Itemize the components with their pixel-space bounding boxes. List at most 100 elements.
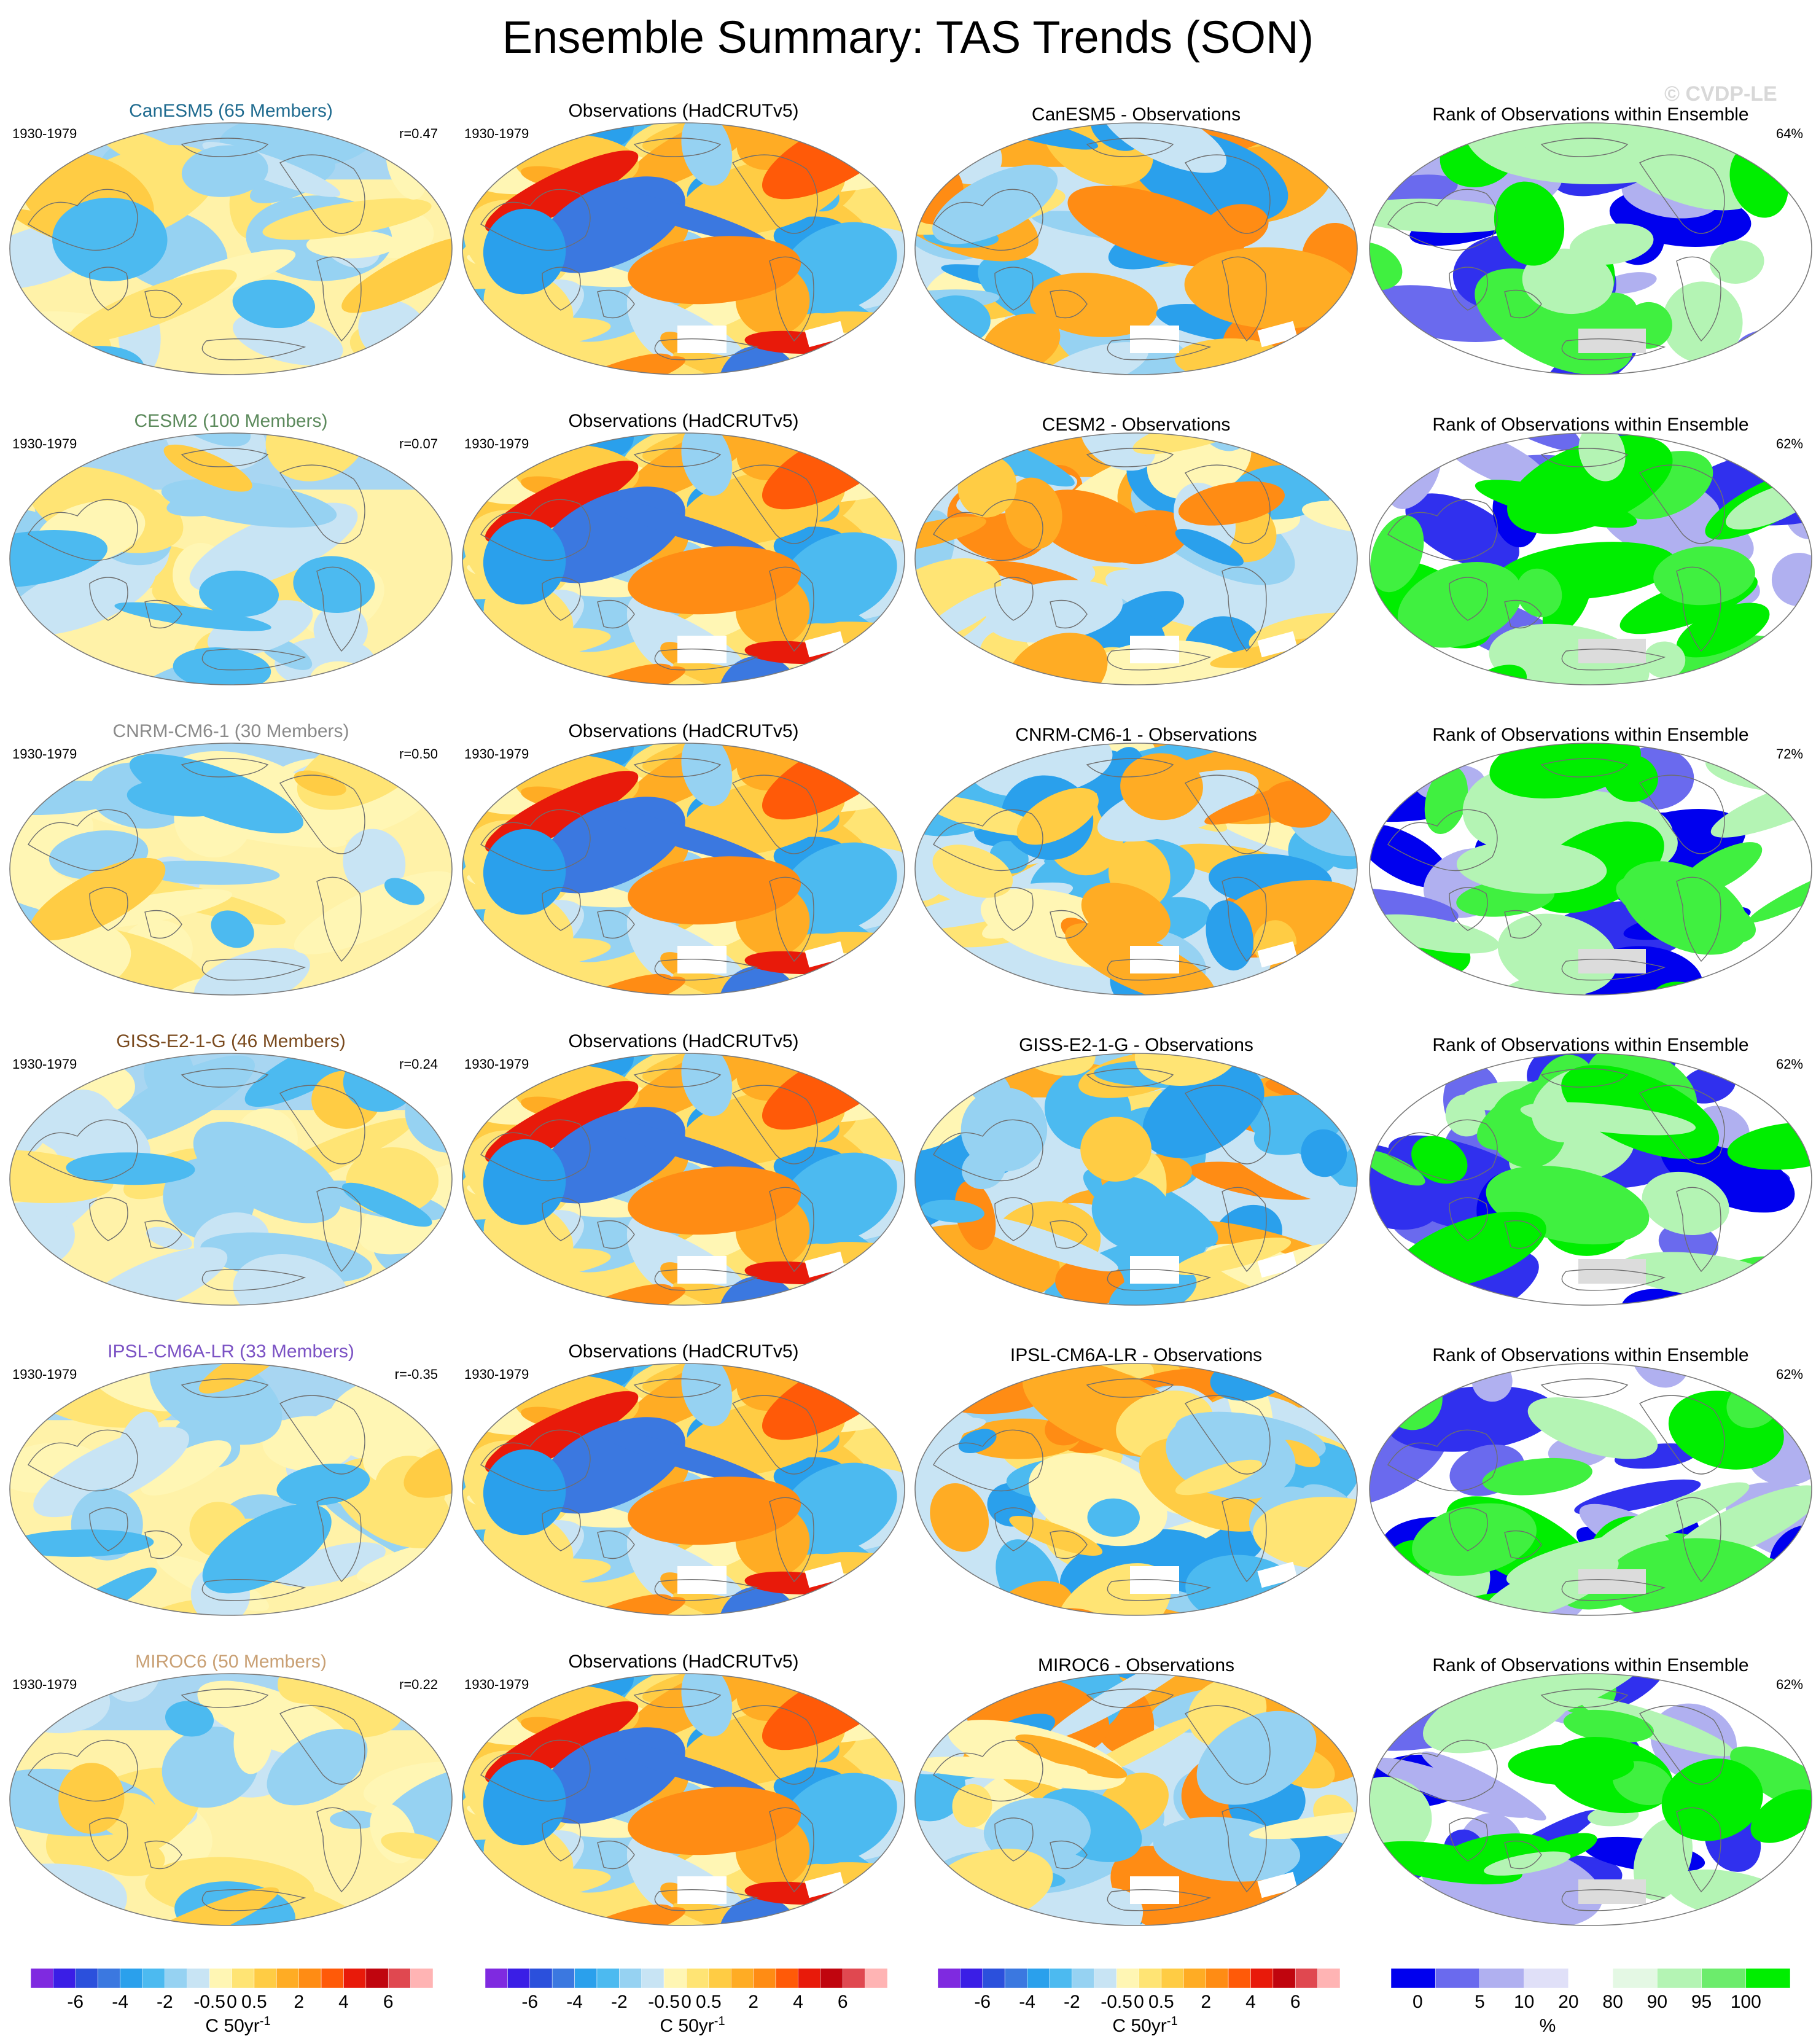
colorbar-tick-label: -4 (112, 1992, 128, 2012)
colorbar-swatch (209, 1968, 232, 1989)
rank-title: Rank of Observations within Ensemble (1432, 1655, 1749, 1675)
colorbar-swatch (276, 1968, 299, 1989)
obs-title: Observations (HadCRUTv5) (568, 1652, 799, 1672)
colorbar-tick-label: 4 (1245, 1992, 1256, 2012)
rank-title: Rank of Observations within Ensemble (1432, 1035, 1749, 1055)
colorbar-swatch (820, 1968, 843, 1989)
difference-title: MIROC6 - Observations (1037, 1655, 1235, 1675)
model-title: CNRM-CM6-1 (30 Members) (112, 721, 349, 741)
colorbar-units: C 50yr-1 (660, 2015, 725, 2036)
colorbar-swatch (298, 1968, 322, 1989)
colorbar-tick-label: 6 (1290, 1992, 1301, 2012)
observations-trend-map (462, 743, 905, 996)
colorbar-tick-label: 6 (383, 1992, 394, 2012)
observations-trend-map (462, 1673, 905, 1926)
colorbar-swatch (507, 1968, 531, 1989)
colorbar-tick-label: -2 (156, 1992, 173, 2012)
colorbar-tick-label: 20 (1558, 1992, 1579, 2012)
colorbar-tick-label: -0.5 (648, 1992, 680, 2012)
rank-percent: 64% (1775, 126, 1803, 141)
period-label: 1930-1979 (464, 1367, 529, 1382)
colorbar-swatch (1049, 1968, 1072, 1989)
colorbar-swatch (365, 1968, 389, 1989)
obs-title: Observations (HadCRUTv5) (568, 1031, 799, 1051)
colorbar-tick-label: 0.5 (241, 1992, 267, 2012)
rank-percent: 62% (1775, 1056, 1803, 1072)
observations-trend-map (462, 1053, 905, 1306)
colorbar-tick-label: -0.5 (193, 1992, 225, 2012)
difference-map (914, 432, 1358, 685)
period-label: 1930-1979 (464, 126, 529, 141)
observations-trend-map (462, 122, 905, 375)
colorbar-swatch (842, 1968, 865, 1989)
difference-map (914, 1053, 1358, 1306)
colorbar-tick-label: 2 (1201, 1992, 1211, 2012)
trend-colorbar-3 (937, 1968, 1341, 1989)
colorbar-swatch (485, 1968, 508, 1989)
period-label: 1930-1979 (464, 436, 529, 451)
colorbar-tick-label: -2 (1063, 1992, 1080, 2012)
colorbar-swatch (982, 1968, 1005, 1989)
page-title: Ensemble Summary: TAS Trends (SON) (502, 12, 1314, 63)
model-title: IPSL-CM6A-LR (33 Members) (107, 1341, 354, 1362)
colorbar-swatch (865, 1968, 888, 1989)
colorbar-swatch (1657, 1968, 1702, 1989)
rank-title: Rank of Observations within Ensemble (1432, 415, 1749, 435)
colorbar-swatch (731, 1968, 754, 1989)
colorbar-swatch (798, 1968, 821, 1989)
colorbar-swatch (53, 1968, 76, 1989)
colorbar-swatch (165, 1968, 187, 1989)
colorbar-tick-label: 0 (227, 1992, 237, 2012)
colorbar-swatch (343, 1968, 367, 1989)
model-title: CESM2 (100 Members) (134, 411, 328, 431)
colorbar-tick-label: 2 (294, 1992, 304, 2012)
period-label: 1930-1979 (12, 1367, 77, 1382)
colorbar-tick-label: 95 (1691, 1992, 1712, 2012)
colorbar-tick-label: -2 (610, 1992, 628, 2012)
colorbar-swatch (551, 1968, 575, 1989)
difference-title: CanESM5 - Observations (1031, 104, 1241, 125)
rank-percent: 72% (1775, 746, 1803, 762)
colorbar-swatch (775, 1968, 798, 1989)
rank-map (1369, 1053, 1812, 1306)
colorbar-tick-label: 4 (338, 1992, 349, 2012)
difference-title: CNRM-CM6-1 - Observations (1015, 725, 1257, 745)
rank-percent: 62% (1775, 436, 1803, 451)
pattern-correlation: r=0.07 (399, 436, 438, 451)
colorbar-swatch (1435, 1968, 1480, 1989)
pattern-correlation: r=0.47 (399, 126, 438, 141)
difference-title: GISS-E2-1-G - Observations (1019, 1035, 1253, 1055)
colorbar-swatch (75, 1968, 98, 1989)
model-trend-map (9, 1363, 453, 1616)
colorbar-tick-label: -6 (521, 1992, 539, 2012)
rank-colorbar (1390, 1968, 1791, 1989)
period-label: 1930-1979 (12, 1056, 77, 1072)
colorbar-units: C 50yr-1 (1112, 2015, 1178, 2036)
rank-map (1369, 122, 1812, 375)
model-trend-map (9, 1673, 453, 1926)
difference-map (914, 1673, 1358, 1926)
colorbar-swatch (97, 1968, 120, 1989)
colorbar-swatch (321, 1968, 344, 1989)
difference-map (914, 743, 1358, 996)
colorbar-swatch (686, 1968, 709, 1989)
colorbar-tick-label: 0.5 (1148, 1992, 1174, 2012)
rank-title: Rank of Observations within Ensemble (1432, 104, 1749, 125)
period-label: 1930-1979 (12, 746, 77, 762)
watermark: © CVDP-LE (1664, 82, 1777, 106)
colorbar-units: % (1539, 2016, 1556, 2036)
pattern-correlation: r=0.50 (399, 746, 438, 762)
obs-title: Observations (HadCRUTv5) (568, 411, 799, 431)
period-label: 1930-1979 (12, 126, 77, 141)
colorbar-tick-label: 6 (837, 1992, 848, 2012)
colorbar-tick-label: 100 (1730, 1992, 1761, 2012)
colorbar-tick-label: 4 (793, 1992, 803, 2012)
colorbar-swatch (960, 1968, 983, 1989)
colorbar-swatch (708, 1968, 731, 1989)
obs-title: Observations (HadCRUTv5) (568, 721, 799, 741)
colorbar-swatch (187, 1968, 210, 1989)
pattern-correlation: r=0.22 (399, 1677, 438, 1692)
rank-map (1369, 1673, 1812, 1926)
colorbar-tick-label: 2 (748, 1992, 758, 2012)
colorbar-swatch (1390, 1968, 1436, 1989)
